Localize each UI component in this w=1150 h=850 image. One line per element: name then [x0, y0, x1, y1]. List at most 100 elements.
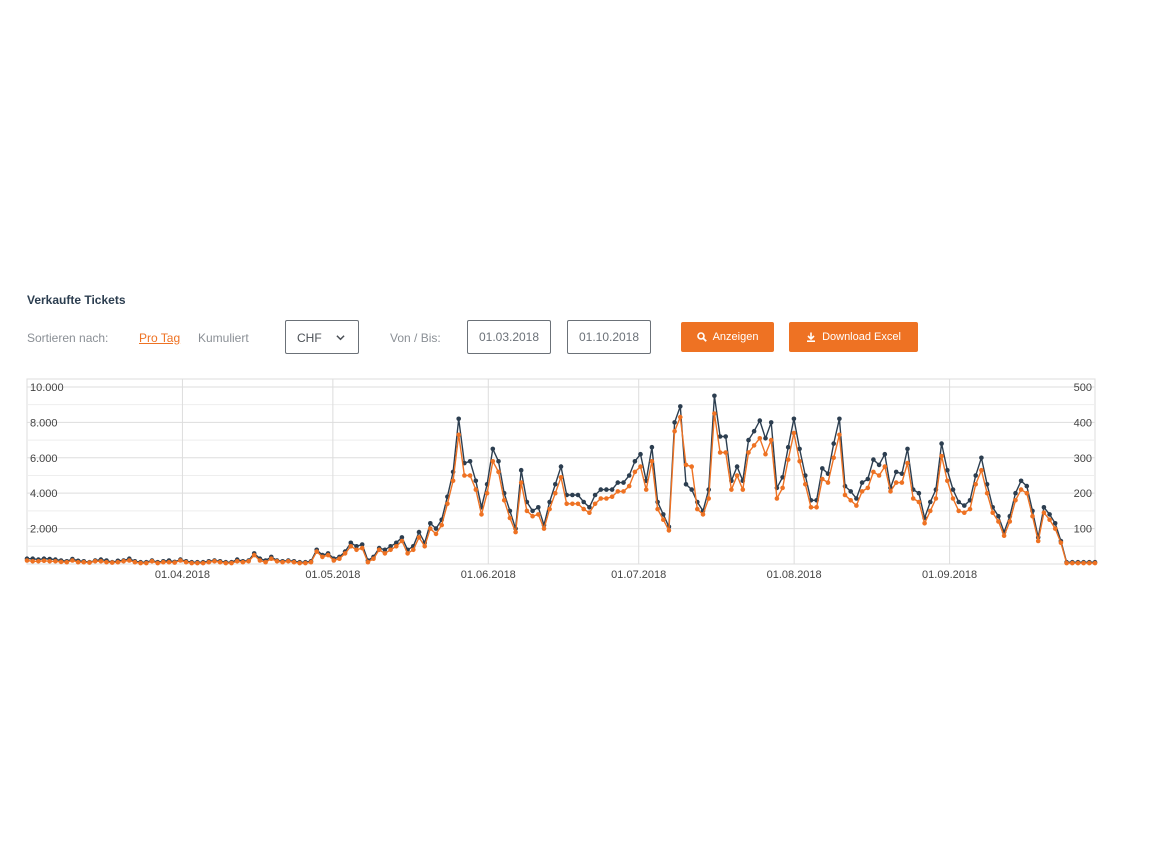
series-point-1 [882, 464, 888, 469]
series-point-1 [382, 551, 388, 556]
show-button[interactable]: Anzeigen [681, 322, 774, 352]
series-point-1 [359, 545, 365, 551]
series-point-0 [751, 428, 757, 434]
series-point-0 [768, 420, 774, 425]
series-point-0 [962, 503, 967, 508]
series-point-1 [791, 430, 797, 436]
series-point-1 [274, 559, 280, 564]
series-point-0 [945, 467, 950, 473]
series-point-0 [399, 535, 405, 540]
series-point-1 [541, 526, 547, 531]
series-point-1 [342, 551, 348, 556]
series-point-1 [706, 496, 711, 501]
series-point-1 [604, 496, 609, 501]
series-point-1 [308, 559, 314, 565]
series-point-1 [717, 450, 723, 455]
series-point-1 [416, 535, 422, 540]
series-point-0 [638, 451, 643, 457]
series-point-1 [138, 560, 143, 566]
series-point-1 [388, 547, 393, 553]
download-excel-label: Download Excel [822, 331, 901, 343]
series-point-1 [950, 496, 956, 501]
series-point-1 [484, 490, 490, 496]
series-point-1 [246, 559, 251, 564]
series-point-1 [115, 559, 121, 565]
series-point-1 [234, 559, 240, 564]
series-point-0 [899, 471, 905, 476]
series-point-1 [661, 517, 666, 522]
series-point-0 [939, 441, 944, 446]
series-point-1 [780, 485, 785, 491]
series-point-1 [609, 494, 615, 499]
series-point-0 [433, 526, 439, 531]
series-point-1 [1041, 510, 1047, 515]
series-point-1 [888, 489, 893, 494]
series-point-0 [672, 420, 677, 425]
download-excel-button[interactable]: Download Excel [789, 322, 918, 352]
series-point-1 [518, 480, 524, 485]
sort-cumulative-link[interactable]: Kumuliert [198, 331, 249, 345]
series-point-0 [854, 496, 859, 501]
series-point-1 [632, 469, 638, 475]
series-point-0 [848, 489, 853, 494]
series-point-0 [518, 467, 524, 473]
series-point-1 [831, 455, 836, 461]
series-point-1 [314, 549, 320, 554]
series-point-1 [797, 459, 802, 464]
series-point-1 [87, 560, 92, 565]
series-point-0 [536, 505, 541, 510]
series-point-1 [223, 560, 229, 566]
series-point-1 [144, 560, 149, 566]
date-from-input[interactable]: 01.03.2018 [467, 320, 551, 354]
series-point-1 [536, 512, 541, 517]
series-point-1 [558, 475, 564, 480]
series-point-0 [649, 444, 655, 450]
series-point-0 [604, 487, 609, 492]
series-point-1 [303, 560, 308, 566]
series-point-1 [547, 506, 552, 512]
series-point-0 [689, 487, 694, 492]
series-point-1 [206, 559, 212, 565]
series-point-1 [109, 560, 115, 565]
series-point-0 [587, 505, 592, 510]
series-point-1 [808, 505, 814, 510]
y-left-tick-label: 10.000 [30, 382, 64, 394]
series-point-0 [882, 451, 888, 457]
sort-label: Sortieren nach: [27, 331, 109, 345]
y-right-tick-label: 500 [1074, 382, 1092, 394]
series-point-1 [467, 473, 473, 478]
range-label: Von / Bis: [390, 331, 441, 345]
series-point-0 [746, 437, 751, 443]
y-left-tick-label: 6.000 [30, 453, 58, 465]
series-point-1 [1030, 513, 1035, 519]
series-point-1 [1024, 490, 1030, 496]
series-point-1 [621, 489, 626, 494]
series-point-1 [695, 506, 700, 512]
series-point-1 [678, 414, 683, 420]
series-point-0 [382, 547, 388, 553]
sort-per-day-link[interactable]: Pro Tag [139, 331, 181, 345]
series-point-1 [615, 489, 621, 494]
series-point-1 [1007, 519, 1013, 524]
series-point-1 [689, 464, 694, 469]
series-point-1 [996, 519, 1001, 524]
series-point-1 [854, 503, 859, 508]
plot-area [26, 378, 1096, 565]
series-point-1 [155, 560, 160, 566]
series-point-0 [416, 529, 422, 535]
x-tick-label: 01.07.2018 [611, 569, 666, 581]
series-point-1 [405, 551, 410, 556]
x-tick-label: 01.04.2018 [155, 569, 210, 581]
y-right-tick-label: 200 [1074, 488, 1092, 500]
series-point-1 [530, 513, 535, 519]
series-point-1 [496, 469, 501, 475]
series-point-0 [820, 466, 825, 471]
series-point-1 [280, 559, 285, 565]
currency-select[interactable]: CHF [285, 320, 359, 354]
series-point-1 [479, 512, 484, 517]
series-point-1 [1018, 487, 1024, 492]
series-point-1 [922, 521, 927, 526]
series-point-1 [53, 559, 58, 564]
date-to-input[interactable]: 01.10.2018 [567, 320, 651, 354]
series-point-1 [933, 496, 939, 501]
